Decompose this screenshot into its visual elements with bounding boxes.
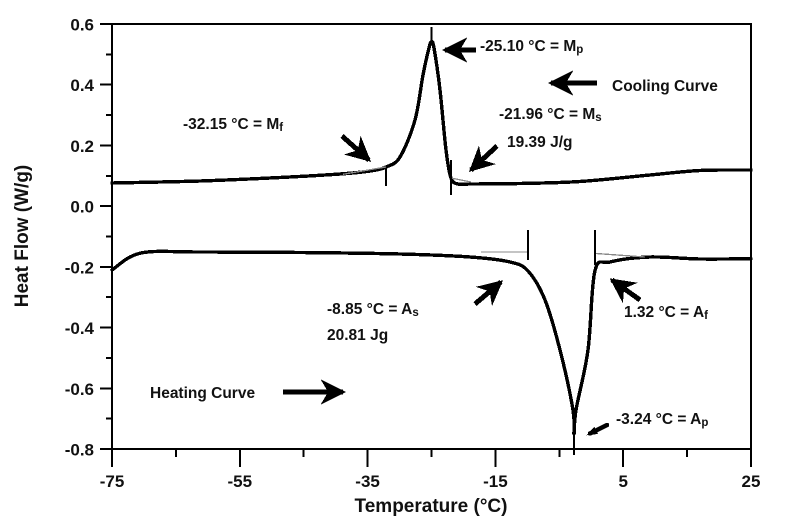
svg-text:-0.4: -0.4 xyxy=(65,319,95,338)
svg-text:Heating Curve: Heating Curve xyxy=(150,385,255,402)
svg-text:Temperature (°C): Temperature (°C) xyxy=(355,496,508,517)
svg-text:0.2: 0.2 xyxy=(70,137,94,156)
svg-text:0.4: 0.4 xyxy=(70,76,94,95)
svg-text:5: 5 xyxy=(618,472,627,491)
svg-text:-21.96 °C = Ms: -21.96 °C = Ms xyxy=(499,106,602,124)
svg-text:0.0: 0.0 xyxy=(70,198,94,217)
svg-text:19.39 J/g: 19.39 J/g xyxy=(507,134,573,151)
svg-text:-55: -55 xyxy=(228,472,253,491)
svg-text:Cooling Curve: Cooling Curve xyxy=(612,78,718,95)
svg-text:-32.15 °C = Mf: -32.15 °C = Mf xyxy=(183,116,283,134)
svg-text:-25.10 °C = Mp: -25.10 °C = Mp xyxy=(480,38,583,56)
svg-text:-8.85 °C = As: -8.85 °C = As xyxy=(327,301,419,319)
svg-text:-0.2: -0.2 xyxy=(65,258,94,277)
svg-text:-0.6: -0.6 xyxy=(65,380,94,399)
svg-text:Heat Flow (W/g): Heat Flow (W/g) xyxy=(12,165,33,307)
svg-text:-0.8: -0.8 xyxy=(65,441,94,460)
svg-text:0.6: 0.6 xyxy=(70,16,94,35)
svg-text:-15: -15 xyxy=(483,472,508,491)
svg-text:-3.24 °C = Ap: -3.24 °C = Ap xyxy=(616,411,708,429)
svg-text:25: 25 xyxy=(742,472,761,491)
svg-text:-35: -35 xyxy=(355,472,380,491)
svg-text:-75: -75 xyxy=(100,472,125,491)
svg-text:20.81 Jg: 20.81 Jg xyxy=(327,327,388,344)
svg-text:1.32 °C = Af: 1.32 °C = Af xyxy=(624,304,708,322)
